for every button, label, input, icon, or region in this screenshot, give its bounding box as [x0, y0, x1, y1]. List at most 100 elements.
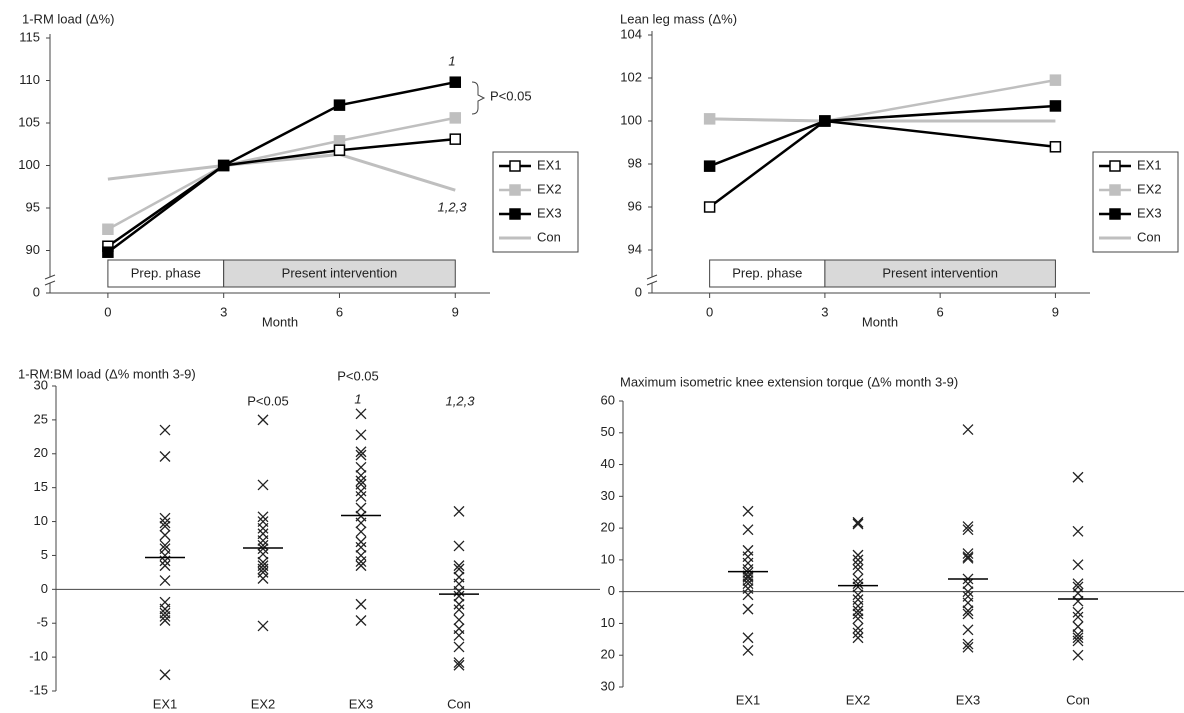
data-point — [962, 638, 974, 650]
x-tick-label: 3 — [821, 304, 828, 319]
x-tick-label: EX3 — [349, 696, 374, 711]
data-point — [355, 475, 367, 487]
legend-box — [1092, 151, 1179, 253]
data-point — [333, 144, 346, 156]
data-point — [1072, 606, 1084, 618]
x-axis-label: Month — [862, 314, 898, 329]
legend-box — [492, 151, 579, 253]
brace — [471, 81, 486, 115]
data-point — [159, 549, 171, 561]
y-tick-label: 98 — [628, 155, 642, 170]
data-point — [453, 598, 465, 610]
data-point — [453, 505, 465, 517]
y-tick-label: -15 — [29, 682, 48, 697]
y-tick-label: 20 — [34, 445, 48, 460]
series-line — [709, 104, 1056, 168]
legend-label: EX3 — [537, 205, 562, 220]
annotation: 1,2,3 — [446, 393, 476, 408]
x-tick-label: 6 — [937, 304, 944, 319]
data-point — [703, 201, 716, 213]
chart-title: 1-RM:BM load (Δ% month 3-9) — [18, 366, 196, 381]
x-tick-label: 0 — [104, 304, 111, 319]
data-point — [355, 536, 367, 548]
series-line — [709, 78, 1056, 123]
data-point — [355, 470, 367, 481]
data-point — [257, 548, 269, 560]
data-point — [852, 578, 864, 590]
data-point — [333, 99, 346, 111]
data-point — [852, 573, 864, 585]
data-point — [852, 516, 864, 528]
data-point — [742, 644, 754, 656]
data-point — [962, 641, 974, 653]
x-tick-label: 9 — [452, 304, 459, 319]
phase-label: Prep. phase — [732, 265, 802, 280]
data-point — [449, 112, 462, 124]
y-tick-label: 115 — [19, 29, 40, 44]
data-point — [1049, 74, 1062, 86]
data-point — [1072, 559, 1084, 571]
data-point — [355, 502, 367, 514]
data-point — [355, 541, 367, 553]
data-point — [852, 622, 864, 634]
y-tick-label: 20 — [601, 647, 615, 662]
y-tick-label: -10 — [29, 649, 48, 664]
data-point — [852, 632, 864, 644]
chart-title: Lean leg mass (Δ%) — [620, 11, 737, 26]
annotation: P<0.05 — [490, 88, 532, 103]
data-point — [1072, 578, 1084, 590]
y-tick-label: 96 — [628, 198, 642, 213]
y-tick-label: 0 — [33, 284, 40, 299]
data-point — [257, 563, 269, 575]
y-tick-label: -5 — [36, 615, 48, 630]
data-point — [333, 135, 346, 147]
data-point — [159, 560, 171, 572]
data-point — [852, 627, 864, 639]
data-point — [355, 598, 367, 610]
data-point — [962, 548, 974, 559]
data-point — [742, 589, 754, 601]
data-point — [703, 160, 716, 172]
y-tick-label: 15 — [34, 479, 48, 494]
y-tick-label: 90 — [26, 242, 40, 257]
data-point — [962, 597, 974, 609]
annotation: 1 — [448, 53, 455, 68]
data-point — [453, 659, 465, 671]
data-point — [1072, 611, 1084, 623]
data-point — [159, 517, 171, 529]
data-point — [742, 524, 754, 536]
data-point — [1072, 525, 1084, 537]
data-point — [453, 614, 465, 626]
x-tick-label: EX3 — [956, 692, 981, 707]
data-point — [355, 449, 367, 461]
series-line — [107, 137, 456, 248]
data-point — [159, 451, 171, 462]
annotation: 1 — [354, 391, 361, 406]
data-point — [257, 511, 269, 523]
data-point — [453, 641, 465, 653]
data-point — [159, 669, 171, 681]
chart-title: 1-RM load (Δ%) — [22, 11, 114, 26]
data-point — [159, 520, 171, 532]
data-point — [355, 517, 367, 529]
data-point — [257, 414, 269, 426]
data-point — [355, 446, 367, 458]
data-point — [449, 133, 462, 145]
data-point — [962, 605, 974, 617]
y-tick-label: 100 — [18, 157, 40, 172]
data-point — [1072, 649, 1084, 661]
data-point — [742, 603, 754, 615]
y-tick-label: 10 — [34, 513, 48, 528]
y-tick-label: 94 — [628, 241, 642, 256]
data-point — [159, 539, 171, 551]
data-point — [257, 535, 269, 546]
data-point — [159, 575, 171, 586]
data-point — [257, 573, 269, 584]
data-point — [453, 540, 465, 552]
x-tick-label: EX2 — [251, 696, 276, 711]
data-point — [742, 632, 754, 644]
x-tick-label: 3 — [220, 304, 227, 319]
data-point — [1072, 621, 1084, 633]
data-point — [852, 581, 864, 593]
